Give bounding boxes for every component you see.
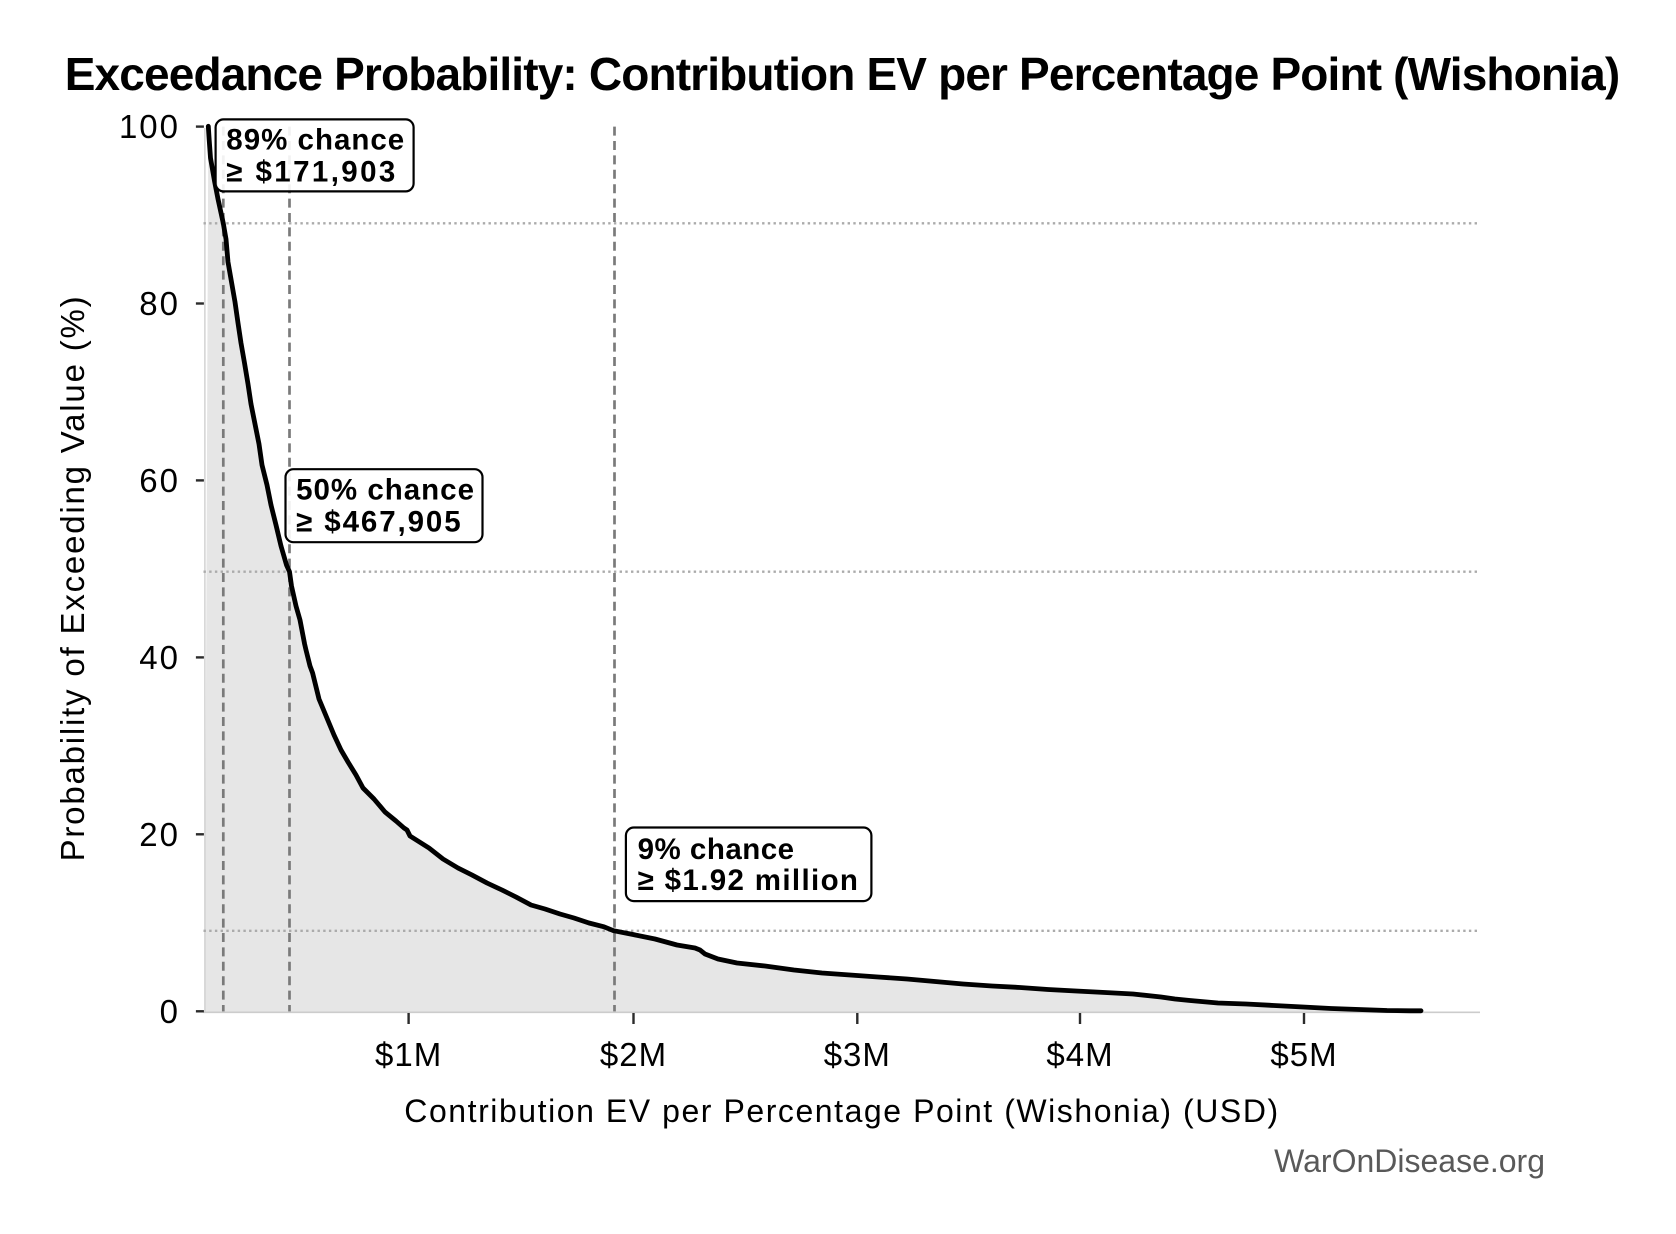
svg-text:50% chance: 50% chance [296, 473, 475, 506]
svg-text:WarOnDisease.org: WarOnDisease.org [1274, 1143, 1545, 1179]
svg-text:60: 60 [139, 462, 180, 499]
svg-text:80: 80 [139, 285, 180, 322]
svg-text:≥ $1.92 million: ≥ $1.92 million [638, 864, 860, 897]
svg-text:0: 0 [160, 993, 180, 1030]
svg-text:9% chance: 9% chance [638, 833, 795, 866]
svg-text:$1M: $1M [375, 1036, 442, 1073]
svg-text:$5M: $5M [1270, 1036, 1337, 1073]
svg-text:20: 20 [139, 816, 180, 853]
svg-text:Exceedance Probability: Contri: Exceedance Probability: Contribution EV … [65, 48, 1620, 100]
svg-text:$3M: $3M [824, 1036, 891, 1073]
svg-text:≥ $467,905: ≥ $467,905 [296, 505, 462, 538]
svg-text:≥ $171,903: ≥ $171,903 [226, 156, 397, 189]
svg-text:100: 100 [119, 108, 180, 145]
svg-text:40: 40 [139, 639, 180, 676]
svg-text:$2M: $2M [600, 1036, 667, 1073]
svg-text:Probability of Exceeding Value: Probability of Exceeding Value (%) [54, 295, 91, 862]
svg-text:89% chance: 89% chance [226, 124, 405, 157]
svg-text:$4M: $4M [1046, 1036, 1113, 1073]
svg-text:Contribution EV per Percentage: Contribution EV per Percentage Point (Wi… [404, 1093, 1279, 1129]
